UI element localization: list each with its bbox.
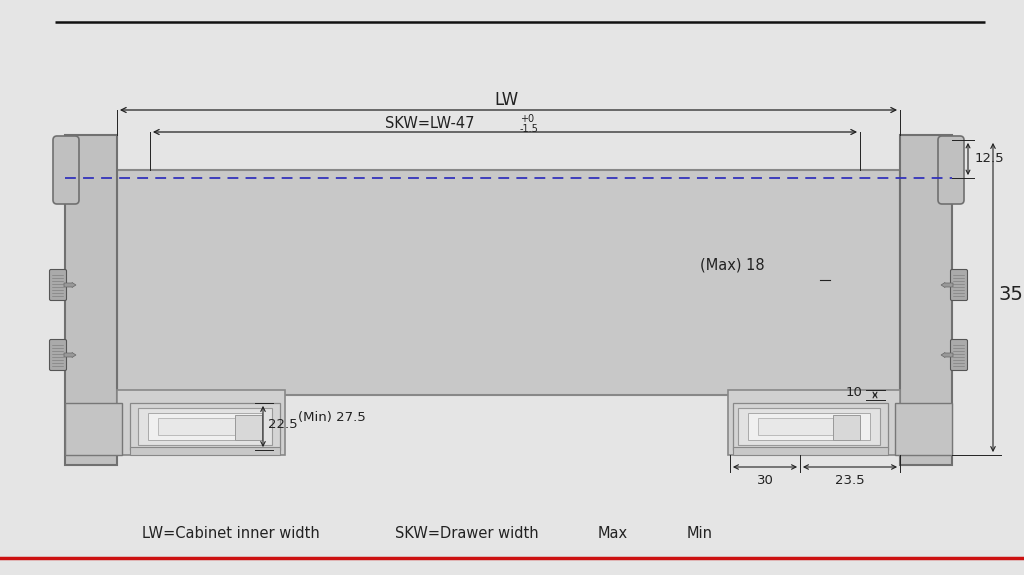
- Text: SKW=LW-47: SKW=LW-47: [385, 117, 475, 132]
- Bar: [234, 415, 262, 440]
- Text: (Min) 27.5: (Min) 27.5: [298, 412, 366, 424]
- Text: 12.5: 12.5: [975, 151, 1005, 164]
- Bar: [895, 403, 952, 455]
- Bar: [148, 413, 262, 440]
- FancyBboxPatch shape: [49, 270, 67, 301]
- FancyArrow shape: [63, 352, 76, 358]
- Text: Max: Max: [598, 527, 628, 542]
- Bar: [130, 403, 280, 450]
- FancyBboxPatch shape: [950, 270, 968, 301]
- Text: (Max) 18: (Max) 18: [700, 258, 765, 273]
- Text: 35: 35: [999, 286, 1024, 305]
- FancyBboxPatch shape: [950, 339, 968, 370]
- FancyArrow shape: [941, 282, 953, 288]
- Text: -1.5: -1.5: [520, 124, 539, 134]
- FancyBboxPatch shape: [938, 136, 964, 204]
- Bar: [138, 408, 272, 445]
- Bar: [117, 170, 900, 395]
- Bar: [65, 403, 122, 455]
- Text: SKW=Drawer width: SKW=Drawer width: [395, 527, 539, 542]
- Bar: [758, 418, 833, 435]
- Text: LW=Cabinet inner width: LW=Cabinet inner width: [142, 527, 319, 542]
- Bar: [65, 135, 117, 465]
- FancyArrow shape: [63, 282, 76, 288]
- Bar: [728, 390, 900, 455]
- Bar: [130, 447, 280, 455]
- Text: 30: 30: [757, 474, 773, 488]
- Bar: [158, 418, 234, 435]
- FancyBboxPatch shape: [53, 136, 79, 204]
- Bar: [117, 390, 285, 455]
- Bar: [900, 135, 952, 465]
- Text: 23.5: 23.5: [836, 474, 865, 488]
- FancyBboxPatch shape: [49, 339, 67, 370]
- Text: Min: Min: [687, 527, 713, 542]
- Text: 22.5: 22.5: [268, 419, 298, 431]
- Bar: [738, 408, 880, 445]
- Bar: [733, 447, 888, 455]
- Bar: [733, 403, 888, 450]
- Bar: [833, 415, 860, 440]
- Text: 10: 10: [845, 386, 862, 400]
- Text: +0: +0: [520, 114, 535, 124]
- FancyArrow shape: [941, 352, 953, 358]
- Text: LW: LW: [495, 91, 519, 109]
- Bar: [748, 413, 870, 440]
